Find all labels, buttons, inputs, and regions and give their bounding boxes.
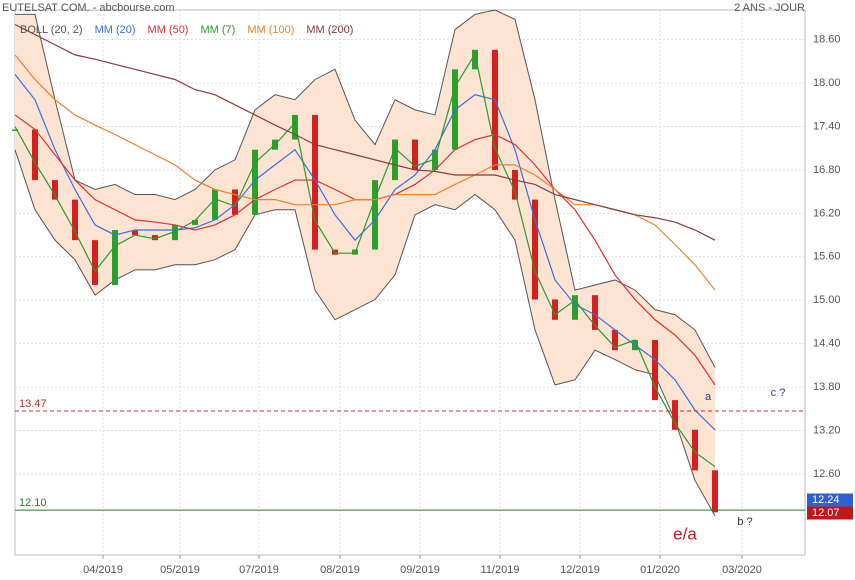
level-label: 12.10 [19,497,47,509]
header-left: EUTELSAT COM. - abcbourse.com [2,2,175,14]
x-tick-label: 07/2019 [239,564,279,576]
x-tick-label: 12/2019 [560,564,600,576]
y-tick-label: 17.40 [813,120,841,132]
candle [92,240,98,286]
candle [192,219,198,225]
x-tick-label: 11/2019 [481,564,520,576]
candle [372,180,378,250]
candle [312,114,318,250]
y-tick-label: 16.20 [813,207,841,219]
legend-entry: MM (20) [95,24,136,36]
candle [672,400,678,430]
y-tick-label: 12.60 [813,468,841,480]
candle [552,299,558,320]
y-tick-label: 13.20 [813,424,841,436]
legend-entry: BOLL (20, 2) [20,24,83,36]
legend-entry: MM (200) [306,24,353,36]
candle [392,139,398,181]
y-tick-label: 18.60 [813,34,841,46]
x-tick-label: 04/2019 [83,564,123,576]
candle [532,199,538,300]
candle [712,470,718,513]
candle [132,230,138,236]
candle [152,235,158,241]
candle [432,149,438,170]
moving-average [14,74,716,431]
annotation: b ? [737,516,752,528]
plot-area [14,9,806,556]
candle [12,129,18,131]
candle [472,49,478,70]
price-tag [807,506,853,520]
header-right: 2 ANS - JOUR [734,2,805,14]
annotation: c ? [771,387,786,399]
y-tick-label: 15.60 [813,251,841,263]
candle [572,295,578,320]
y-tick-label: 13.80 [813,381,841,393]
candle [652,340,658,401]
candle [292,114,298,140]
candle [412,139,418,170]
candle [512,169,518,200]
annotation: e/a [673,524,697,543]
x-tick-label: 05/2019 [160,564,200,576]
x-tick-label: 09/2019 [400,564,440,576]
x-tick-label: 01/2020 [640,564,680,576]
bollinger-band [15,10,715,516]
legend-entry: MM (100) [247,24,294,36]
price-tag-label: 12.24 [812,494,840,506]
legend-entry: MM (7) [200,24,235,36]
candle [592,295,598,330]
y-tick-label: 18.00 [813,77,841,89]
moving-average [14,23,716,241]
legend-entry: MM (50) [148,24,189,36]
level-label: 13.47 [19,398,47,410]
candle [172,224,178,241]
candle [72,199,78,241]
price-tag [807,493,853,507]
x-tick-label: 03/2020 [722,564,762,576]
candle [232,189,238,215]
y-tick-label: 14.40 [813,338,841,350]
annotation: a [705,391,712,403]
candle [32,129,38,181]
candle [52,180,58,200]
candle [252,149,258,215]
bollinger-lower [14,149,716,517]
candle [212,189,218,220]
y-tick-label: 16.80 [813,164,841,176]
y-tick-label: 15.00 [813,294,841,306]
bollinger-upper [15,9,716,368]
x-tick-label: 08/2019 [320,564,360,576]
moving-average [14,52,716,468]
price-tag-label: 12.07 [812,507,840,519]
candle [492,49,498,170]
candle [692,429,698,471]
candle [612,329,618,351]
candle [112,230,118,286]
